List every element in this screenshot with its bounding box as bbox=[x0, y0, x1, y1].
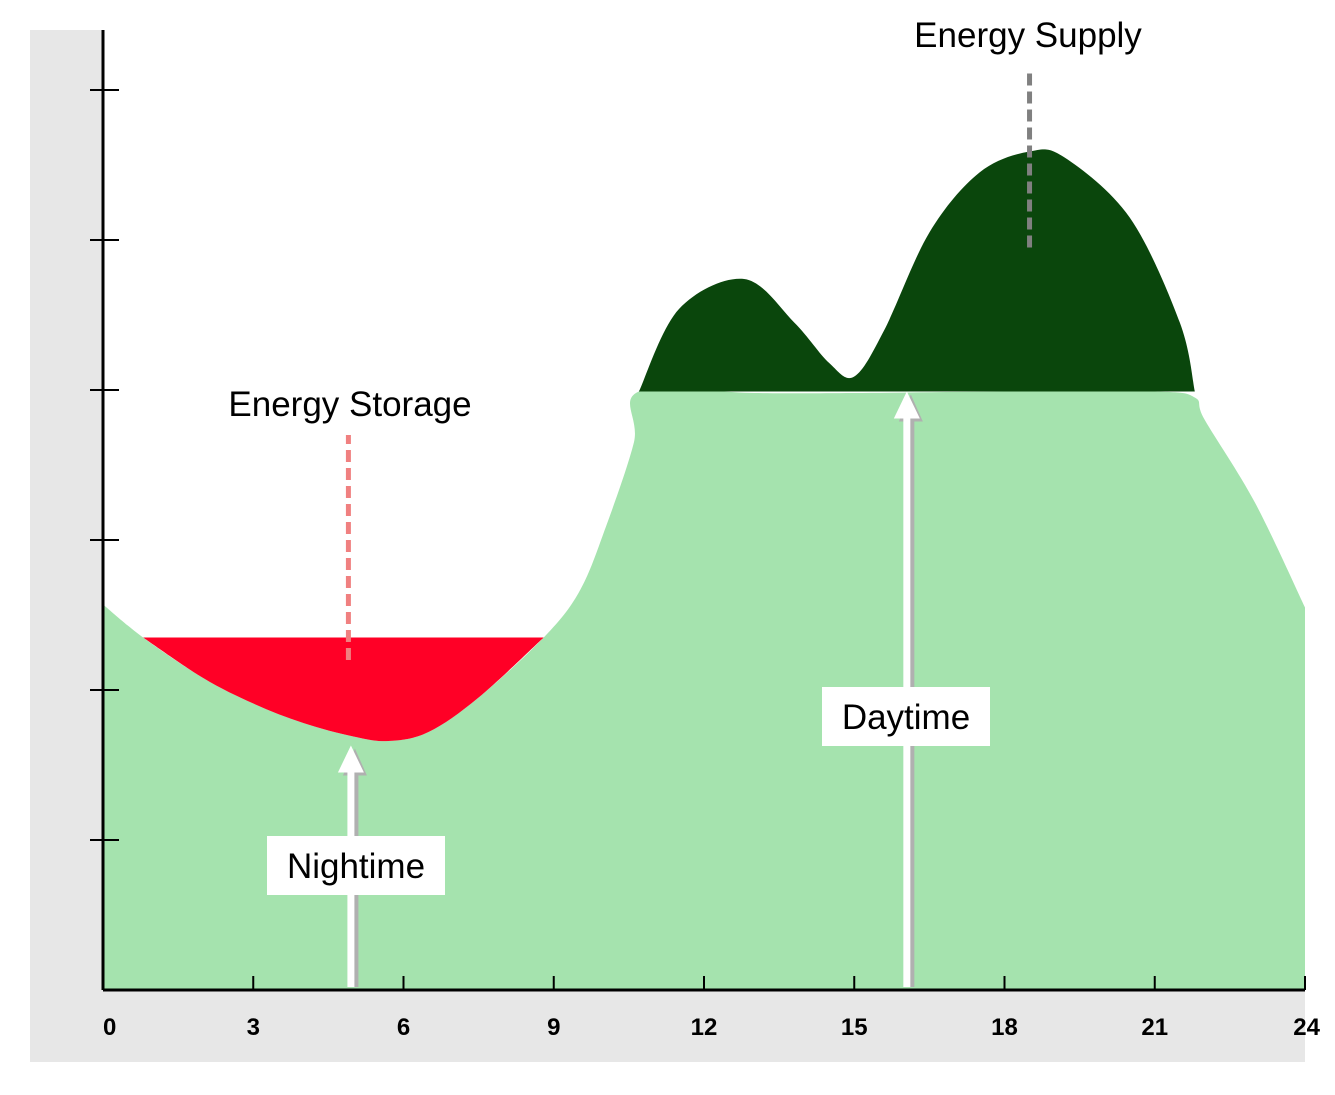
x-tick-label-18: 18 bbox=[991, 1014, 1018, 1041]
nightime-label-box bbox=[267, 836, 445, 895]
series-energy-storage-area bbox=[143, 637, 544, 742]
daytime-label: Daytime bbox=[842, 698, 970, 737]
x-tick-label-15: 15 bbox=[841, 1014, 868, 1041]
x-tick-label-0: 0 bbox=[103, 1014, 116, 1041]
x-tick-label-3: 3 bbox=[247, 1014, 260, 1041]
x-tick-label-6: 6 bbox=[397, 1014, 410, 1041]
x-tick-label-12: 12 bbox=[691, 1014, 718, 1041]
annotation-lines bbox=[345, 67, 1033, 660]
daytime-arrow-head bbox=[893, 391, 920, 419]
y-ticks bbox=[90, 89, 119, 841]
nightime-label: Nightime bbox=[287, 847, 425, 886]
energy-storage-label: Energy Storage bbox=[228, 385, 471, 424]
x-tick-label-24: 24 bbox=[1293, 1014, 1320, 1041]
nightime-arrow-head bbox=[337, 745, 364, 773]
energy-supply-label: Energy Supply bbox=[914, 16, 1142, 55]
daytime-label-box bbox=[822, 687, 990, 746]
x-tick-label-9: 9 bbox=[547, 1014, 560, 1041]
x-tick-label-21: 21 bbox=[1141, 1014, 1168, 1041]
x-ticks: 0 3 6 9 12 15 18 21 24 bbox=[102, 976, 1321, 1041]
series-energy-supply-area bbox=[638, 149, 1195, 392]
